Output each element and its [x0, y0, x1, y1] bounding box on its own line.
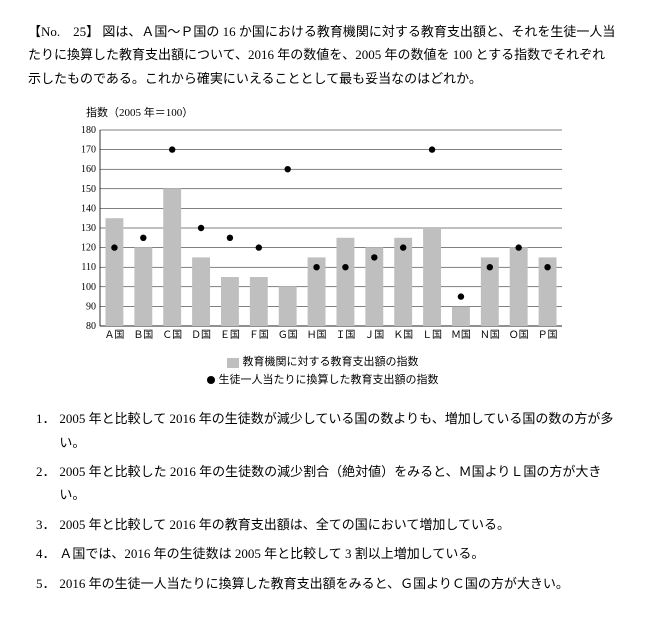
choice-item: 2．2005 年と比較した 2016 年の生徒数の減少割合（絶対値）をみると、Ｍ…	[36, 460, 617, 507]
svg-text:180: 180	[81, 126, 96, 136]
chart-region: 指数（2005 年＝100） 80 90 100 110 120 130 140 150 160…	[68, 104, 617, 346]
svg-text:Ｎ国: Ｎ国	[480, 329, 500, 341]
bar-scatter-chart: 80 90 100 110 120 130 140 150 160 170 180 Ａ国 Ｂ国 Ｃ国 Ｄ国 Ｅ…	[68, 126, 568, 346]
choice-number: 1．	[36, 407, 59, 454]
choice-text: 2016 年の生徒一人当たりに換算した教育支出額をみると、Ｇ国よりＣ国の方が大き…	[59, 572, 617, 595]
svg-text:90: 90	[86, 301, 96, 312]
svg-text:Ａ国: Ａ国	[104, 329, 124, 341]
svg-text:170: 170	[81, 145, 96, 156]
svg-text:100: 100	[81, 282, 96, 293]
svg-text:Ｉ国: Ｉ国	[335, 329, 355, 341]
svg-text:160: 160	[81, 164, 96, 175]
svg-text:Ｂ国: Ｂ国	[133, 329, 153, 341]
svg-text:Ｊ国: Ｊ国	[364, 329, 384, 341]
svg-text:Ｏ国: Ｏ国	[509, 329, 529, 341]
question-number: 【No. 25】	[28, 24, 99, 39]
choice-number: 5．	[36, 572, 59, 595]
svg-text:140: 140	[81, 203, 96, 214]
legend-dot-swatch	[207, 376, 215, 384]
choice-text: 2005 年と比較して 2016 年の教育支出額は、全ての国において増加している…	[59, 513, 617, 536]
choice-number: 3．	[36, 513, 59, 536]
svg-text:Ｅ国: Ｅ国	[220, 329, 240, 341]
legend-bar-swatch	[227, 358, 239, 368]
svg-text:Ｋ国: Ｋ国	[393, 329, 413, 341]
legend-bar-label: 教育機関に対する教育支出額の指数	[243, 354, 419, 372]
question-body: 図は、Ａ国～Ｐ国の 16 か国における教育機関に対する教育支出額と、それを生徒一…	[28, 24, 615, 86]
y-axis-title: 指数（2005 年＝100）	[86, 104, 617, 124]
svg-text:Ｇ国: Ｇ国	[278, 329, 298, 341]
svg-text:Ｈ国: Ｈ国	[307, 329, 327, 341]
svg-text:Ｐ国: Ｐ国	[538, 329, 558, 341]
choice-text: Ａ国では、2016 年の生徒数は 2005 年と比較して 3 割以上増加している…	[59, 542, 617, 565]
choice-item: 4．Ａ国では、2016 年の生徒数は 2005 年と比較して 3 割以上増加して…	[36, 542, 617, 565]
svg-text:Ｄ国: Ｄ国	[191, 329, 211, 341]
svg-text:150: 150	[81, 184, 96, 195]
svg-text:Ｍ国: Ｍ国	[451, 329, 471, 341]
choice-text: 2005 年と比較した 2016 年の生徒数の減少割合（絶対値）をみると、Ｍ国よ…	[59, 460, 617, 507]
choice-number: 4．	[36, 542, 59, 565]
svg-text:Ｆ国: Ｆ国	[249, 329, 269, 341]
chart-legend: 教育機関に対する教育支出額の指数 生徒一人当たりに換算した教育支出額の指数	[28, 354, 617, 389]
choice-item: 3．2005 年と比較して 2016 年の教育支出額は、全ての国において増加して…	[36, 513, 617, 536]
legend-point-label: 生徒一人当たりに換算した教育支出額の指数	[219, 372, 439, 390]
choice-item: 1．2005 年と比較して 2016 年の生徒数が減少している国の数よりも、増加…	[36, 407, 617, 454]
choice-number: 2．	[36, 460, 59, 507]
svg-text:Ｌ国: Ｌ国	[422, 329, 442, 341]
choice-item: 5．2016 年の生徒一人当たりに換算した教育支出額をみると、Ｇ国よりＣ国の方が…	[36, 572, 617, 595]
choice-text: 2005 年と比較して 2016 年の生徒数が減少している国の数よりも、増加して…	[59, 407, 617, 454]
svg-text:120: 120	[81, 243, 96, 254]
question-block: 【No. 25】 図は、Ａ国～Ｐ国の 16 か国における教育機関に対する教育支出…	[28, 20, 617, 90]
answer-choices: 1．2005 年と比較して 2016 年の生徒数が減少している国の数よりも、増加…	[36, 407, 617, 595]
svg-text:130: 130	[81, 223, 96, 234]
svg-text:110: 110	[81, 262, 96, 273]
svg-text:Ｃ国: Ｃ国	[162, 329, 182, 341]
svg-text:80: 80	[86, 321, 96, 332]
